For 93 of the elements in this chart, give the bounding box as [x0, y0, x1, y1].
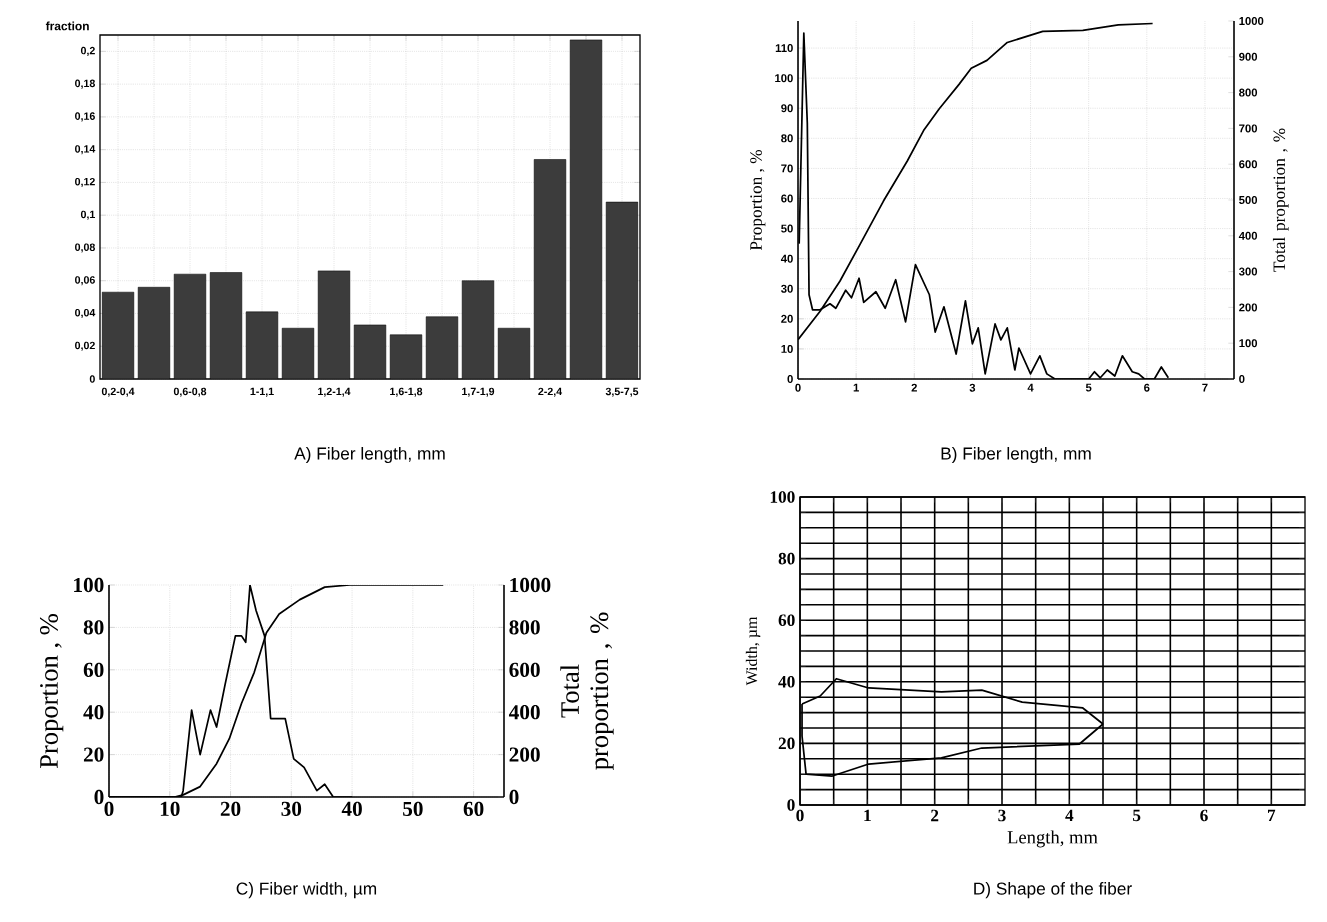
- y-tick-label: 80: [83, 620, 104, 635]
- y-tick-label: 110: [775, 44, 793, 53]
- x-tick-label: 5: [1133, 809, 1141, 822]
- y-axis-title: Proportion , %: [750, 150, 766, 251]
- y-tick-label: 10: [781, 344, 793, 353]
- y-tick-label: 0,06: [75, 276, 95, 286]
- y2-tick-label: 0: [509, 789, 519, 805]
- y-tick-label: 40: [778, 675, 795, 688]
- x-tick-label: 6: [1144, 383, 1150, 392]
- x-tick-label: 50: [403, 801, 423, 817]
- x-tick-label: 5: [1085, 383, 1092, 392]
- x-tick-label: 2-2,4: [538, 387, 563, 397]
- y2-tick-label: 900: [1239, 52, 1258, 61]
- y2-tick-label: 400: [1238, 231, 1258, 240]
- x-tick-label: 7: [1268, 809, 1276, 821]
- y2-tick-label: 100: [1239, 339, 1258, 348]
- x-tick-label: 2: [911, 383, 917, 392]
- y-tick-label: 40: [83, 705, 104, 720]
- x-tick-label: 0,6-0,8: [173, 387, 207, 397]
- y-tick-label: 50: [781, 224, 793, 233]
- y2-tick-label: 600: [509, 662, 540, 677]
- y-tick-label: 30: [781, 284, 793, 293]
- text: A) Fiber length, mm: [294, 446, 445, 464]
- y-tick-label: 60: [83, 662, 104, 677]
- x-tick-label: 40: [341, 801, 362, 817]
- y-tick-label: 100: [770, 491, 795, 503]
- x-tick-label: 2: [931, 809, 939, 822]
- y-axis-title: fraction: [45, 21, 89, 31]
- y-axis-title: Proportion , %: [39, 614, 64, 769]
- x-tick-label: 3,5-7,5: [605, 387, 639, 397]
- y-tick-label: 60: [781, 194, 793, 203]
- text: C) Fiber width, µm: [236, 882, 377, 899]
- x-tick-label: 0: [795, 383, 801, 392]
- y-tick-label: 0: [89, 375, 95, 383]
- x-tick-label: 30: [281, 801, 302, 817]
- y-tick-label: 0,14: [75, 145, 96, 155]
- x-tick-label: 3: [969, 383, 976, 392]
- x-tick-label: 3: [998, 809, 1006, 822]
- y2-tick-label: 1000: [510, 577, 551, 593]
- y-tick-label: 0: [94, 789, 104, 805]
- x-tick-label: 10: [160, 801, 180, 817]
- x-tick-label: 0: [104, 801, 114, 817]
- y-tick-label: 60: [778, 614, 795, 627]
- y-tick-label: 20: [778, 737, 795, 750]
- y-tick-label: 0,12: [75, 177, 95, 187]
- y-tick-label: 0: [787, 375, 793, 383]
- text: D) Shape of the fiber: [974, 882, 1132, 899]
- y-tick-label: 0,04: [75, 308, 96, 318]
- y-tick-label: 100: [74, 577, 104, 593]
- x-tick-label: 4: [1027, 383, 1034, 392]
- y-tick-label: 0,02: [75, 341, 95, 351]
- y-tick-label: 0,18: [75, 79, 95, 89]
- y2-tick-label: 0: [1239, 375, 1245, 383]
- x-tick-label: 0,2-0,4: [101, 387, 135, 397]
- y-tick-label: 40: [780, 254, 793, 263]
- x-axis-title: Length, mm: [1007, 830, 1098, 848]
- y2-tick-label: 400: [508, 705, 540, 720]
- y-tick-label: 70: [781, 164, 793, 173]
- y2-tick-label: 500: [1239, 196, 1258, 204]
- x-tick-label: 1-1,1: [250, 387, 274, 397]
- x-tick-label: 1,2-1,4: [318, 387, 351, 397]
- y-tick-label: 0,16: [75, 112, 95, 122]
- y-tick-label: 0,1: [80, 210, 95, 220]
- x-tick-label: 1: [864, 809, 871, 822]
- x-tick-label: 7: [1202, 383, 1208, 392]
- y2-tick-label: 700: [1239, 124, 1258, 133]
- y-tick-label: 80: [778, 552, 795, 565]
- y-tick-label: 100: [775, 74, 793, 83]
- x-tick-label: 20: [220, 801, 241, 817]
- x-tick-label: 4: [1065, 809, 1074, 822]
- x-tick-label: 1,6-1,8: [390, 387, 423, 397]
- y-tick-label: 80: [781, 134, 793, 143]
- y2-tick-label: 1000: [1239, 17, 1264, 25]
- y-axis-title: Width, µm: [745, 616, 761, 686]
- x-tick-label: 1,7-1,9: [462, 387, 495, 397]
- y-tick-label: 20: [781, 314, 793, 323]
- y2-tick-label: 800: [1239, 88, 1258, 97]
- y2-axis-title: Total proportion , %: [1272, 128, 1289, 272]
- x-tick-label: 6: [1200, 809, 1208, 822]
- y2-tick-label: 300: [1238, 267, 1258, 276]
- y2-axis-title: Total proportion , %: [560, 612, 614, 770]
- x-tick-label: 60: [463, 801, 484, 817]
- y-tick-label: 90: [781, 104, 793, 113]
- x-tick-label: 1: [853, 383, 859, 392]
- y-tick-label: 0,2: [80, 46, 95, 56]
- text: B) Fiber length, mm: [941, 446, 1091, 464]
- y2-tick-label: 200: [1239, 303, 1258, 312]
- y-tick-label: 0,08: [75, 243, 95, 253]
- y-tick-label: 20: [83, 747, 104, 762]
- y2-tick-label: 600: [1239, 160, 1258, 169]
- y2-tick-label: 800: [509, 620, 540, 635]
- x-tick-label: 0: [796, 809, 804, 822]
- y2-tick-label: 200: [509, 747, 540, 762]
